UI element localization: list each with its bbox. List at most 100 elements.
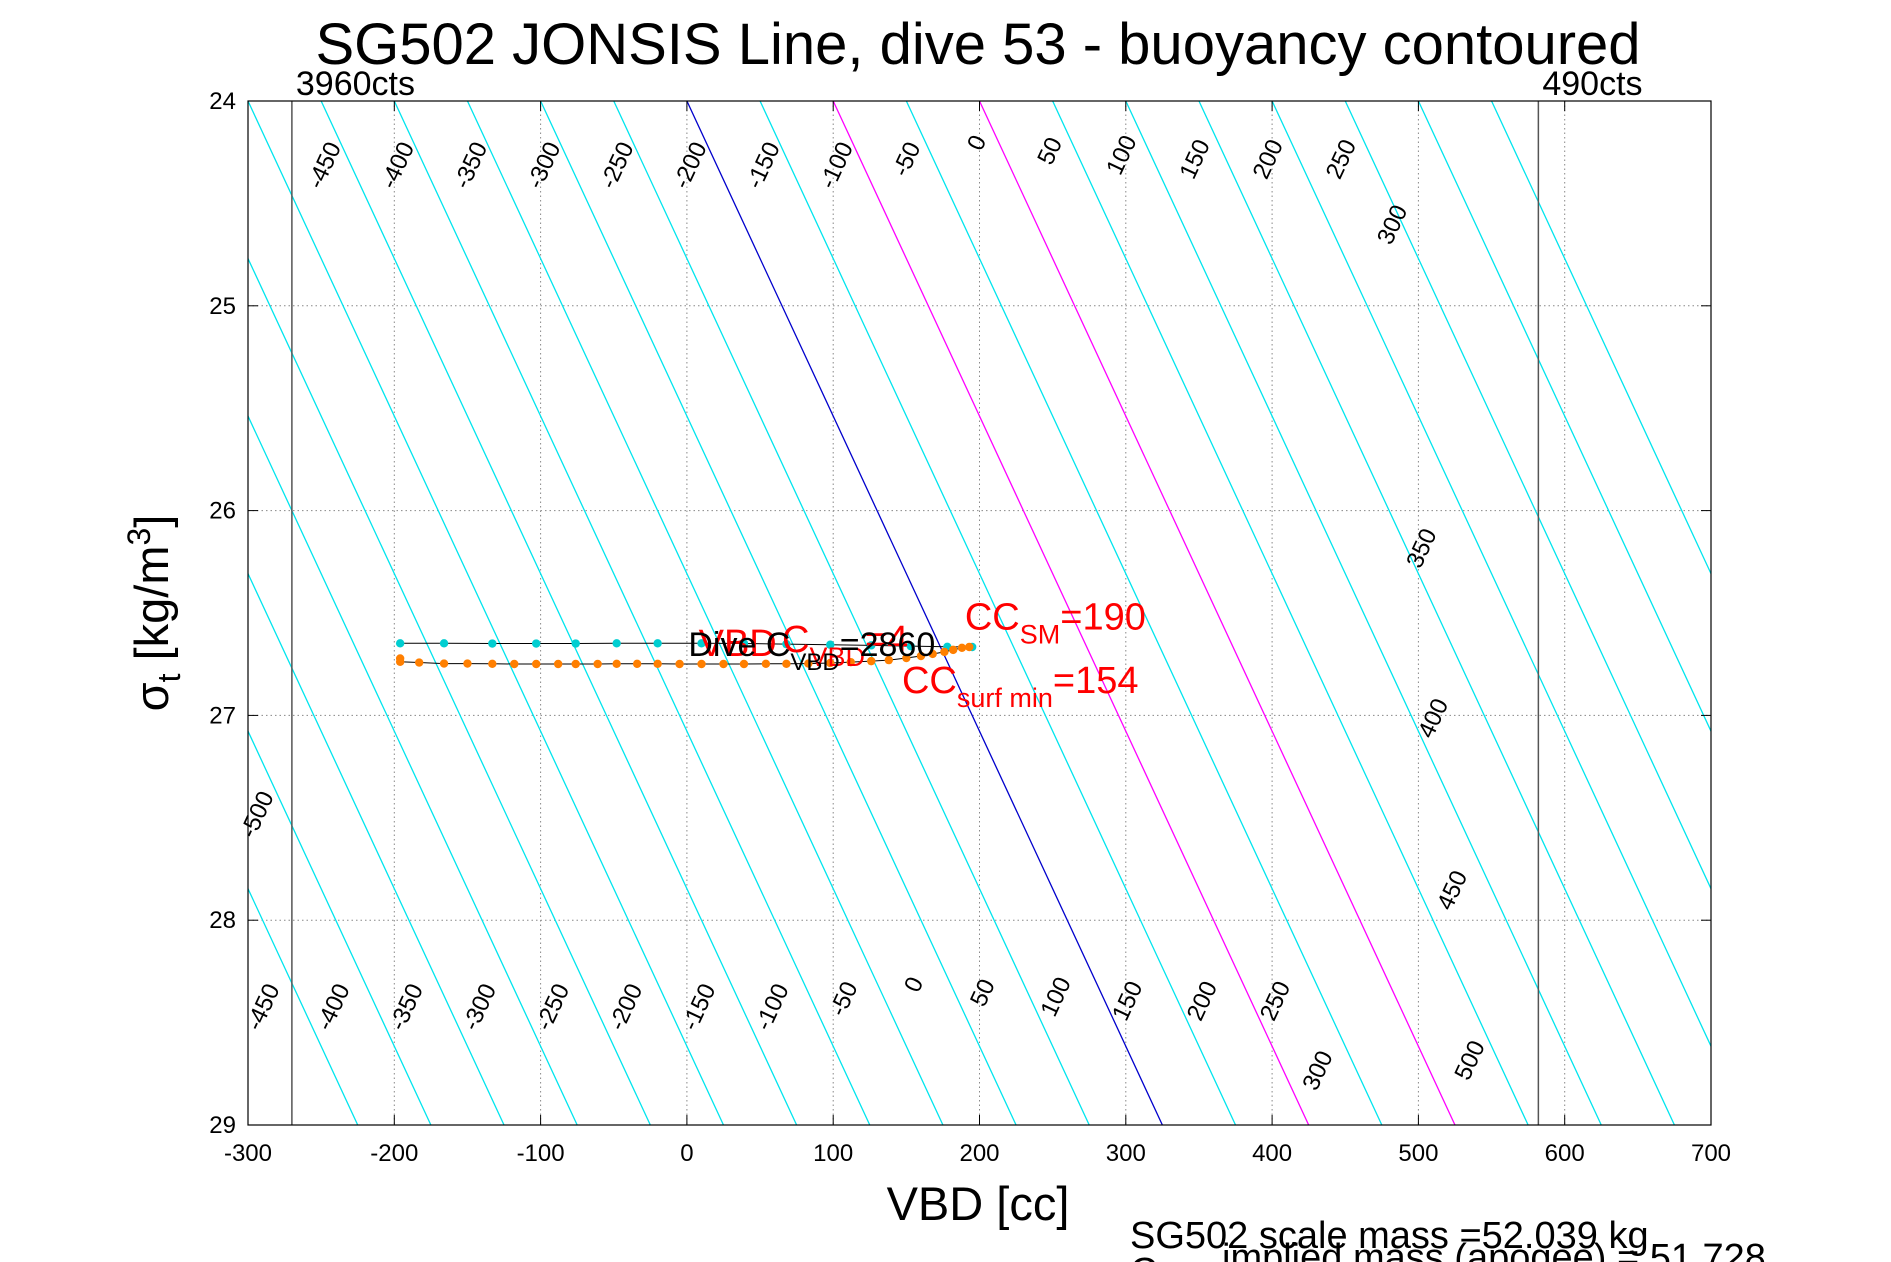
y-tick-label: 26 xyxy=(209,498,236,525)
data-point xyxy=(846,657,855,667)
x-tick-label: -200 xyxy=(370,1140,418,1167)
contour-label: -50 xyxy=(887,138,926,181)
data-point xyxy=(916,651,926,661)
annotation-subscript: VBD xyxy=(790,649,839,676)
buoyancy-contour-line xyxy=(320,101,798,1125)
contour-label: -250 xyxy=(530,980,575,1035)
buoyancy-contour-line xyxy=(248,729,432,1125)
buoyancy-contour-line xyxy=(1417,101,1711,733)
x-tick-label: 0 xyxy=(680,1140,693,1167)
annotation-main: Dive C xyxy=(688,626,790,664)
data-point xyxy=(439,659,449,668)
y-tick-label: 24 xyxy=(209,88,236,115)
x-axis-label: VBD [cc] xyxy=(887,1177,1070,1230)
contour-label: 100 xyxy=(1101,131,1142,179)
footer-implied-c: C xyxy=(1130,1251,1157,1262)
data-point xyxy=(593,659,602,669)
data-point xyxy=(940,647,949,657)
chart-title: SG502 JONSIS Line, dive 53 - buoyancy co… xyxy=(315,12,1640,77)
buoyancy-contour-line xyxy=(540,101,1017,1125)
contour-label: -400 xyxy=(311,980,356,1035)
annotation-text: Dive CVBD=2860 xyxy=(688,626,935,676)
contour-label: 100 xyxy=(1035,973,1076,1021)
contour-label: -50 xyxy=(824,978,863,1021)
data-point xyxy=(782,659,791,668)
contour-label: 0 xyxy=(899,973,929,996)
data-point xyxy=(965,642,974,652)
data-point xyxy=(902,653,911,663)
annotation-subscript: surf min xyxy=(957,683,1053,713)
y-axis-ticks: 24 25 26 27 28 29 xyxy=(209,88,1711,1139)
buoyancy-contour-line xyxy=(686,101,1163,1125)
contour-label: 150 xyxy=(1107,977,1148,1025)
x-axis-ticks: -300 -200 -100 0 100 200 300 400 500 600 700 xyxy=(224,101,1731,1167)
buoyancy-contour-line xyxy=(248,414,578,1125)
buoyancy-contour-line xyxy=(613,101,1090,1125)
data-point xyxy=(719,659,728,669)
buoyancy-contour-line xyxy=(1052,101,1529,1125)
annotation-text: VBD xyxy=(699,623,777,665)
contour-label: -100 xyxy=(814,138,859,193)
contour-label: 500 xyxy=(1449,1037,1490,1085)
x-tick-label: 100 xyxy=(813,1140,853,1167)
annotation-text: CCsurf min=154 xyxy=(902,660,1139,713)
data-point xyxy=(553,659,563,669)
buoyancy-contour-line xyxy=(832,101,1310,1125)
y-axis-label-subscript: t xyxy=(151,673,187,682)
x-tick-label: 500 xyxy=(1398,1140,1438,1167)
buoyancy-contour-line xyxy=(759,101,1237,1125)
contour-label: -100 xyxy=(750,980,795,1035)
contour-label: -300 xyxy=(522,138,567,193)
buoyancy-contour-line xyxy=(1198,101,1676,1125)
buoyancy-contour-line xyxy=(1490,101,1711,576)
y-axis-label-superscript: 3 xyxy=(121,528,157,546)
contour-label: 150 xyxy=(1174,135,1215,183)
data-point xyxy=(510,659,519,669)
footer-implied-mass: implied mass (apogee) = 51.728 xyxy=(1222,1237,1766,1262)
contour-label: -150 xyxy=(677,980,722,1035)
data-point xyxy=(826,640,835,649)
contour-label: -200 xyxy=(604,980,649,1035)
buoyancy-contour-line xyxy=(1344,101,1711,891)
contour-label: 0 xyxy=(962,131,992,154)
contour-label: 300 xyxy=(1372,201,1413,249)
annotation-main: CC xyxy=(965,596,1020,638)
reference-lines: 3960cts 490cts xyxy=(291,65,1643,1125)
data-point xyxy=(653,639,662,648)
contour-label: -200 xyxy=(668,138,713,193)
x-tick-label: -300 xyxy=(224,1140,272,1167)
annotation-subscript: SM xyxy=(1020,619,1061,649)
contour-label: -150 xyxy=(741,138,786,193)
data-point xyxy=(532,659,541,669)
x-tick-label: 300 xyxy=(1106,1140,1146,1167)
x-tick-label: 400 xyxy=(1252,1140,1292,1167)
data-point xyxy=(612,659,621,668)
annotation-text: CCSM=190 xyxy=(965,596,1146,649)
contour-label: -300 xyxy=(457,980,502,1035)
buoyancy-contour-line xyxy=(248,887,359,1125)
buoyancy-contour-line xyxy=(1125,101,1602,1125)
y-tick-label: 29 xyxy=(209,1112,236,1139)
x-tick-label: 700 xyxy=(1691,1140,1731,1167)
buoyancy-contour-line xyxy=(1271,101,1711,1048)
data-point xyxy=(697,659,706,669)
annotation-value: =190 xyxy=(1060,596,1146,638)
buoyancy-contour-line xyxy=(248,572,505,1125)
data-point xyxy=(782,639,791,649)
data-point xyxy=(439,639,449,648)
buoyancy-contour-line xyxy=(466,101,944,1125)
contour-label: 350 xyxy=(1401,525,1442,573)
contour-label: -350 xyxy=(449,138,494,193)
buoyancy-contour-line xyxy=(978,101,1456,1125)
buoyancy-contour-line xyxy=(248,256,651,1125)
y-axis-label-symbol: σ xyxy=(125,682,178,711)
data-point xyxy=(948,645,958,655)
data-point xyxy=(826,658,835,668)
buoyancy-contour-line xyxy=(393,101,871,1125)
data-point xyxy=(632,659,642,668)
data-point xyxy=(488,639,497,648)
contour-label: 50 xyxy=(965,975,1001,1011)
y-tick-label: 28 xyxy=(209,907,236,934)
